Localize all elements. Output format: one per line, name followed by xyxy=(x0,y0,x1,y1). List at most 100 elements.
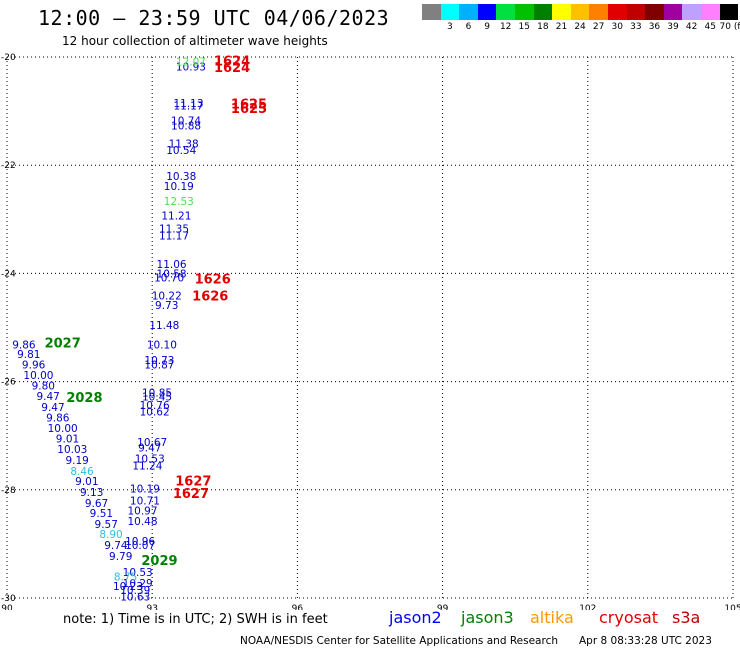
scale-label: 9 xyxy=(484,22,490,32)
wave-height-value: 11.17 xyxy=(173,101,203,113)
wave-height-value: 10.48 xyxy=(127,516,157,528)
wave-height-value: 11.38 xyxy=(169,139,199,151)
wave-height-value: 10.74 xyxy=(171,115,201,127)
wave-height-value: 10.53 xyxy=(135,453,165,465)
wave-height-value: 10.93 xyxy=(176,62,206,74)
wave-height-value: 9.67 xyxy=(85,498,108,510)
mission-jason3: jason3 xyxy=(461,608,514,627)
wave-height-value: 10.07 xyxy=(125,540,155,552)
scale-label: 12 xyxy=(499,22,512,32)
wave-height-value: 10.73 xyxy=(144,355,174,367)
scale-label: 42 xyxy=(685,22,698,32)
scale-label: 36 xyxy=(648,22,661,32)
wave-height-value: 11.13 xyxy=(173,98,203,110)
mission-s3a: s3a xyxy=(672,608,701,627)
x-tick-label: 96 xyxy=(292,604,304,610)
wave-height-plot: 90 93 96 99 102 105 -20 -22 -24 -26 -28 -30 10.93 11.… xyxy=(1,53,740,610)
wave-height-value: 12.53 xyxy=(164,196,194,208)
color-scale-swatches xyxy=(422,4,739,20)
wave-height-value: 11.06 xyxy=(157,259,187,271)
scale-label: 30 xyxy=(611,22,623,32)
track-number-label: 1627 xyxy=(175,475,211,490)
wave-height-value: 8.90 xyxy=(99,529,122,541)
scale-label: 6 xyxy=(465,22,472,32)
y-tick-label: -22 xyxy=(1,161,16,171)
wave-height-value: 9.01 xyxy=(75,476,98,488)
y-tick-label: -30 xyxy=(1,594,16,604)
y-tick-label: -28 xyxy=(1,486,16,496)
chart-title: 12:00 – 23:59 UTC 04/06/2023 xyxy=(38,6,390,30)
track-number-label: 1626 xyxy=(192,290,228,305)
wave-height-value: 9.57 xyxy=(95,519,118,531)
scale-swatch xyxy=(552,4,571,20)
wave-height-value: 10.88 xyxy=(171,121,201,133)
wave-height-value: 8.75 xyxy=(114,571,137,583)
wave-height-value: 9.79 xyxy=(109,551,132,563)
scale-label: 15 xyxy=(518,22,530,32)
wave-height-value: 9.74 xyxy=(104,540,128,552)
scale-swatch xyxy=(645,4,664,20)
wave-height-value: 10.58 xyxy=(157,268,187,280)
scale-label: 3 xyxy=(447,22,453,32)
track-number-label: 2028 xyxy=(66,391,102,406)
y-tick-label: -24 xyxy=(1,269,16,279)
scale-swatch xyxy=(514,4,534,20)
scale-swatch xyxy=(626,4,646,20)
chart-subtitle: 12 hour collection of altimeter wave hei… xyxy=(62,34,328,48)
wave-height-value: 9.86 xyxy=(46,412,70,424)
mission-jason2: jason2 xyxy=(389,608,442,627)
mission-cryosat: cryosat xyxy=(599,608,659,627)
footer-date: Apr 8 08:33:28 UTC 2023 xyxy=(579,635,712,647)
wave-height-value: 10.85 xyxy=(142,387,172,399)
scale-label: 45 xyxy=(704,22,716,32)
wave-height-value: 11.21 xyxy=(161,211,191,223)
mission-altika: altika xyxy=(530,608,574,627)
wave-height-value: 10.22 xyxy=(152,291,182,303)
wave-height-value: 10.53 xyxy=(123,567,153,579)
wave-height-value: 10.87 xyxy=(144,359,174,371)
scale-label: 18 xyxy=(537,22,549,32)
wave-height-value: 11.24 xyxy=(132,460,162,472)
scale-swatch xyxy=(459,4,478,20)
x-tick-label: 102 xyxy=(579,604,596,610)
units-note: note: 1) Time is in UTC; 2) SWH is in fe… xyxy=(63,612,328,627)
wave-height-value: 10.29 xyxy=(123,578,153,590)
wave-height-value: 9.47 xyxy=(138,443,161,455)
wave-height-value: 10.70 xyxy=(154,273,184,285)
wave-height-value: 10.00 xyxy=(48,423,78,435)
track-number-label: 2027 xyxy=(45,337,81,352)
wave-height-value: 10.00 xyxy=(23,370,53,382)
track-number-label: 1626 xyxy=(195,272,231,287)
scale-label: 24 xyxy=(574,22,586,32)
scale-label: 33 xyxy=(630,22,642,32)
y-tick-label: -26 xyxy=(1,378,16,388)
scale-swatch xyxy=(533,4,553,20)
wave-height-value: 10.76 xyxy=(140,400,170,412)
scale-swatch xyxy=(477,4,497,20)
wave-height-value: 10.97 xyxy=(127,505,157,517)
scale-swatch xyxy=(570,4,590,20)
wave-height-value: 9.19 xyxy=(65,455,88,467)
scale-swatch xyxy=(607,4,627,20)
track-number-label: 1625 xyxy=(231,98,267,113)
wave-height-value: 9.01 xyxy=(56,433,79,445)
scale-swatch xyxy=(719,4,739,20)
scale-swatch xyxy=(422,4,441,20)
wave-height-value: 9.51 xyxy=(90,508,113,520)
scale-label: 39 xyxy=(667,22,679,32)
wave-height-value: 9.73 xyxy=(155,300,178,312)
wave-height-value: 10.96 xyxy=(125,536,155,548)
y-tick-label: -20 xyxy=(1,53,16,63)
track-number-label: 1627 xyxy=(173,487,209,502)
wave-height-value: 10.62 xyxy=(140,406,170,418)
wave-height-value: 9.13 xyxy=(80,487,103,499)
wave-height-value: 9.47 xyxy=(36,391,59,403)
wave-height-value: 9.86 xyxy=(12,339,36,351)
scale-swatch xyxy=(440,4,460,20)
wave-height-value: 10.63 xyxy=(120,591,150,603)
footer-credit: NOAA/NESDIS Center for Satellite Applica… xyxy=(240,635,558,647)
wave-height-value: 10.71 xyxy=(130,496,160,508)
scale-label: 70 (ft) xyxy=(719,22,740,32)
